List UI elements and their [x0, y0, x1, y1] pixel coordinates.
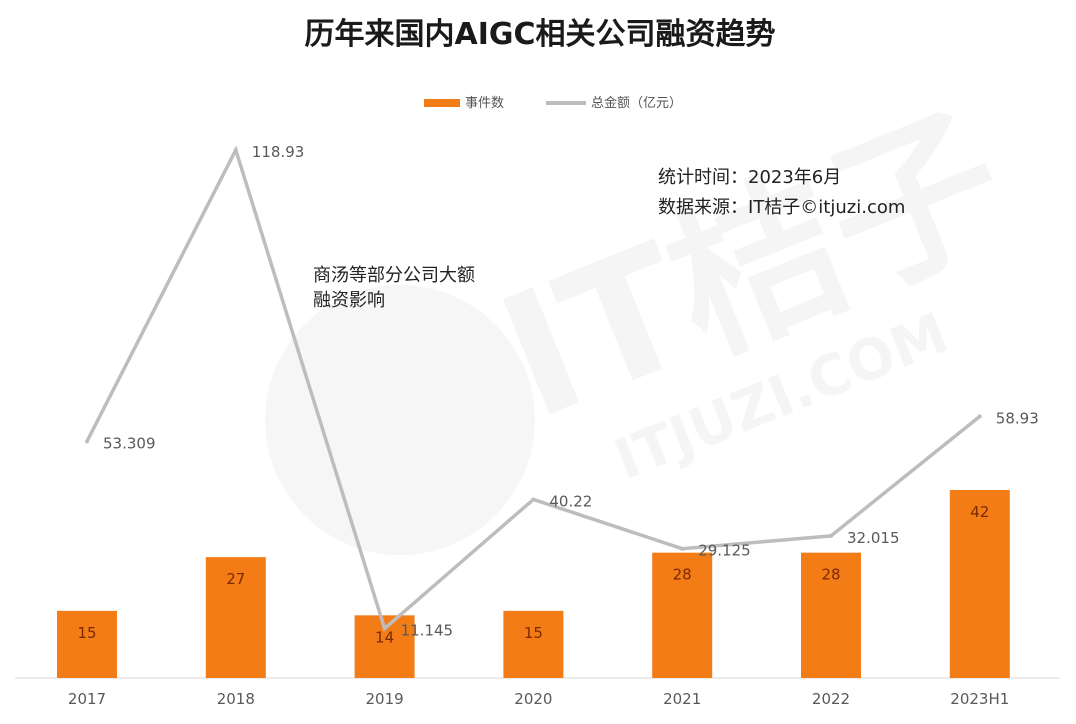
bar-label-2021: 28: [673, 566, 692, 584]
bar-series: 15 27 14 15 28 28 42: [57, 490, 1010, 678]
x-tick-2022: 2022: [812, 690, 850, 708]
line-point-2019: [382, 626, 387, 631]
bar-2021: [652, 552, 713, 678]
x-axis-ticks: 2017 2018 2019 2020 2021 2022 2023H1: [68, 690, 1009, 708]
legend-label-amount: 总金额（亿元）: [591, 95, 682, 111]
bar-label-2022: 28: [821, 566, 840, 584]
line-label-2018: 118.93: [252, 143, 304, 161]
annotation-line-2: 融资影响: [313, 290, 385, 311]
watermark: IT桔子 ITJUZI.COM: [265, 80, 1032, 555]
line-point-2018: [233, 148, 238, 152]
bar-2018: [205, 557, 266, 678]
x-tick-2023H1: 2023H1: [950, 690, 1009, 708]
line-point-2017: [85, 439, 89, 444]
line-label-2022: 32.015: [847, 529, 900, 547]
line-label-2021: 29.125: [698, 542, 751, 560]
bar-label-2023H1: 42: [970, 503, 989, 521]
line-series: 53.309 118.93 11.145 40.22 29.125 32.015 58.93: [85, 143, 1039, 640]
line-label-2017: 53.309: [103, 434, 156, 452]
bar-2017: [57, 610, 117, 678]
line-label-2023H1: 58.93: [996, 409, 1039, 427]
stat-time-note: 统计时间：2023年6月: [658, 167, 841, 188]
line-label-2019: 11.145: [401, 622, 454, 640]
bar-label-2020: 15: [524, 624, 543, 642]
bar-label-2017: 15: [77, 624, 96, 642]
x-tick-2019: 2019: [366, 690, 404, 708]
x-tick-2018: 2018: [217, 690, 255, 708]
line-point-2020: [531, 497, 536, 502]
watermark-logo-circle: [265, 285, 535, 555]
x-tick-2020: 2020: [514, 690, 552, 708]
x-tick-2021: 2021: [663, 690, 701, 708]
data-source-note: 数据来源：IT桔子©itjuzi.com: [658, 197, 905, 218]
bar-2020: [503, 610, 564, 678]
annotation-line-1: 商汤等部分公司大额: [313, 265, 475, 286]
bar-label-2019: 14: [375, 628, 394, 646]
line-point-2021: [680, 546, 685, 551]
bar-label-2018: 27: [226, 570, 245, 588]
line-point-2023H1: [977, 414, 982, 419]
bar-2023H1: [949, 490, 1010, 678]
legend: 事件数 总金额（亿元）: [424, 95, 682, 111]
x-tick-2017: 2017: [68, 690, 106, 708]
line-label-2020: 40.22: [549, 492, 592, 510]
chart-title: 历年来国内AIGC相关公司融资趋势: [304, 17, 775, 52]
bar-2022: [801, 552, 861, 678]
line-point-2022: [829, 533, 833, 538]
legend-swatch-events: [424, 99, 460, 107]
legend-label-events: 事件数: [465, 96, 504, 111]
